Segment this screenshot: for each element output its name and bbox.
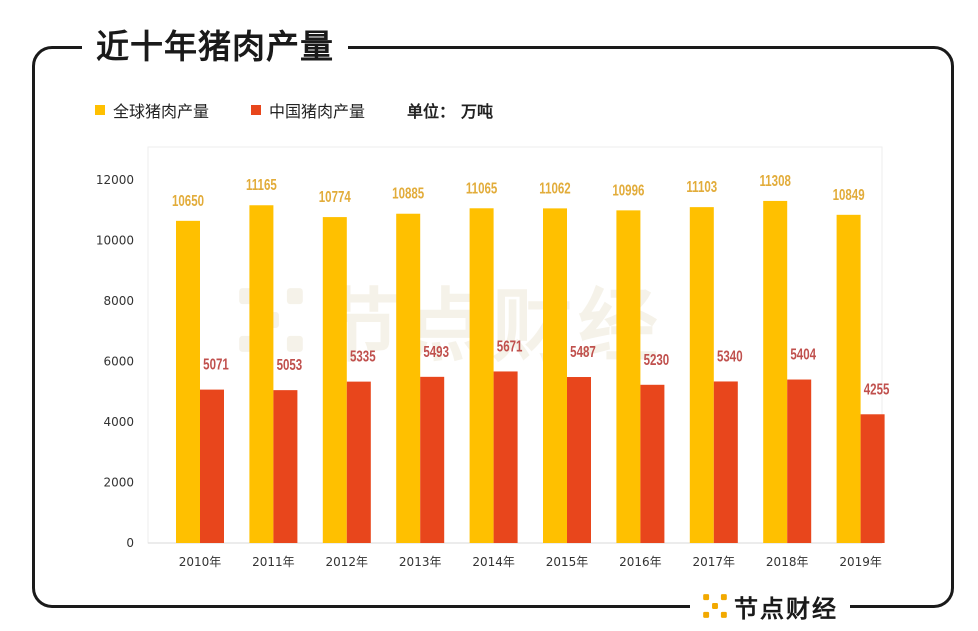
bar-global xyxy=(689,207,714,543)
bar-global xyxy=(543,208,567,543)
bar-global xyxy=(469,208,494,543)
brand: 节点财经 xyxy=(690,586,850,626)
data-label-china: 5071 xyxy=(203,355,229,373)
bar-china xyxy=(273,390,298,543)
bar-global xyxy=(322,217,347,544)
y-tick-label: 8000 xyxy=(103,294,134,308)
data-label-china: 5404 xyxy=(790,345,816,363)
x-tick-label: 2010年 xyxy=(179,555,222,569)
bar-global xyxy=(249,205,274,544)
bar-global xyxy=(396,213,421,543)
x-tick-label: 2016年 xyxy=(619,555,662,569)
data-label-global: 11065 xyxy=(466,178,498,196)
data-label-global: 10774 xyxy=(319,187,351,205)
legend-item-global: 全球猪肉产量 xyxy=(95,98,209,122)
x-tick-label: 2017年 xyxy=(693,555,736,569)
x-tick-label: 2011年 xyxy=(252,555,295,569)
chart-frame xyxy=(32,46,954,608)
x-tick-label: 2013年 xyxy=(399,555,442,569)
x-tick-label: 2015年 xyxy=(546,555,589,569)
legend-label-global: 全球猪肉产量 xyxy=(113,102,210,121)
bar-china xyxy=(200,389,224,543)
y-tick-label: 10000 xyxy=(96,234,134,248)
data-label-china: 4255 xyxy=(864,379,890,397)
data-label-global: 10650 xyxy=(172,191,204,209)
data-label-china: 5493 xyxy=(423,342,449,360)
data-label-global: 11062 xyxy=(539,178,571,196)
bar-china xyxy=(787,379,812,543)
data-label-global: 10885 xyxy=(392,184,424,202)
unit-note: 单位： 万吨 xyxy=(407,98,493,122)
legend-label-china: 中国猪肉产量 xyxy=(269,102,366,121)
x-tick-label: 2012年 xyxy=(326,555,369,569)
legend-item-china: 中国猪肉产量 xyxy=(251,98,365,122)
unit-value: 万吨 xyxy=(461,102,494,121)
bar-china xyxy=(713,381,738,543)
chart-title: 近十年猪肉产量 xyxy=(82,24,348,70)
y-tick-label: 2000 xyxy=(103,476,134,490)
bar-china xyxy=(860,414,885,543)
x-tick-label: 2014年 xyxy=(472,555,515,569)
bar-global xyxy=(176,220,200,543)
bar-china xyxy=(640,384,665,543)
legend-swatch-global xyxy=(95,105,105,115)
bar-china xyxy=(420,376,445,543)
x-tick-label: 2018年 xyxy=(766,555,809,569)
y-tick-label: 6000 xyxy=(103,355,134,369)
x-tick-label: 2019年 xyxy=(839,555,882,569)
bar-china xyxy=(346,381,371,543)
unit-label: 单位： xyxy=(407,102,456,121)
data-label-global: 11103 xyxy=(686,177,717,195)
bar-global xyxy=(836,214,861,543)
data-label-china: 5671 xyxy=(497,337,523,355)
data-label-china: 5053 xyxy=(277,355,303,373)
data-label-global: 10849 xyxy=(833,185,865,203)
brand-logo-icon xyxy=(703,594,727,618)
brand-name: 节点财经 xyxy=(734,594,838,623)
data-label-global: 10996 xyxy=(612,180,644,198)
bar-global xyxy=(763,200,788,544)
bar-china xyxy=(567,377,591,543)
data-label-global: 11165 xyxy=(246,175,277,193)
data-label-china: 5340 xyxy=(717,347,743,365)
data-label-global: 11308 xyxy=(759,171,791,189)
y-tick-label: 0 xyxy=(126,536,134,550)
data-label-china: 5230 xyxy=(644,350,670,368)
bar-global xyxy=(616,210,641,543)
y-tick-label: 12000 xyxy=(96,173,134,187)
data-label-china: 5335 xyxy=(350,347,376,365)
legend: 全球猪肉产量 中国猪肉产量 单位： 万吨 xyxy=(95,98,535,122)
bar-china xyxy=(493,371,518,543)
legend-swatch-china xyxy=(251,105,262,115)
y-tick-label: 4000 xyxy=(103,415,134,429)
data-label-china: 5487 xyxy=(570,342,596,360)
